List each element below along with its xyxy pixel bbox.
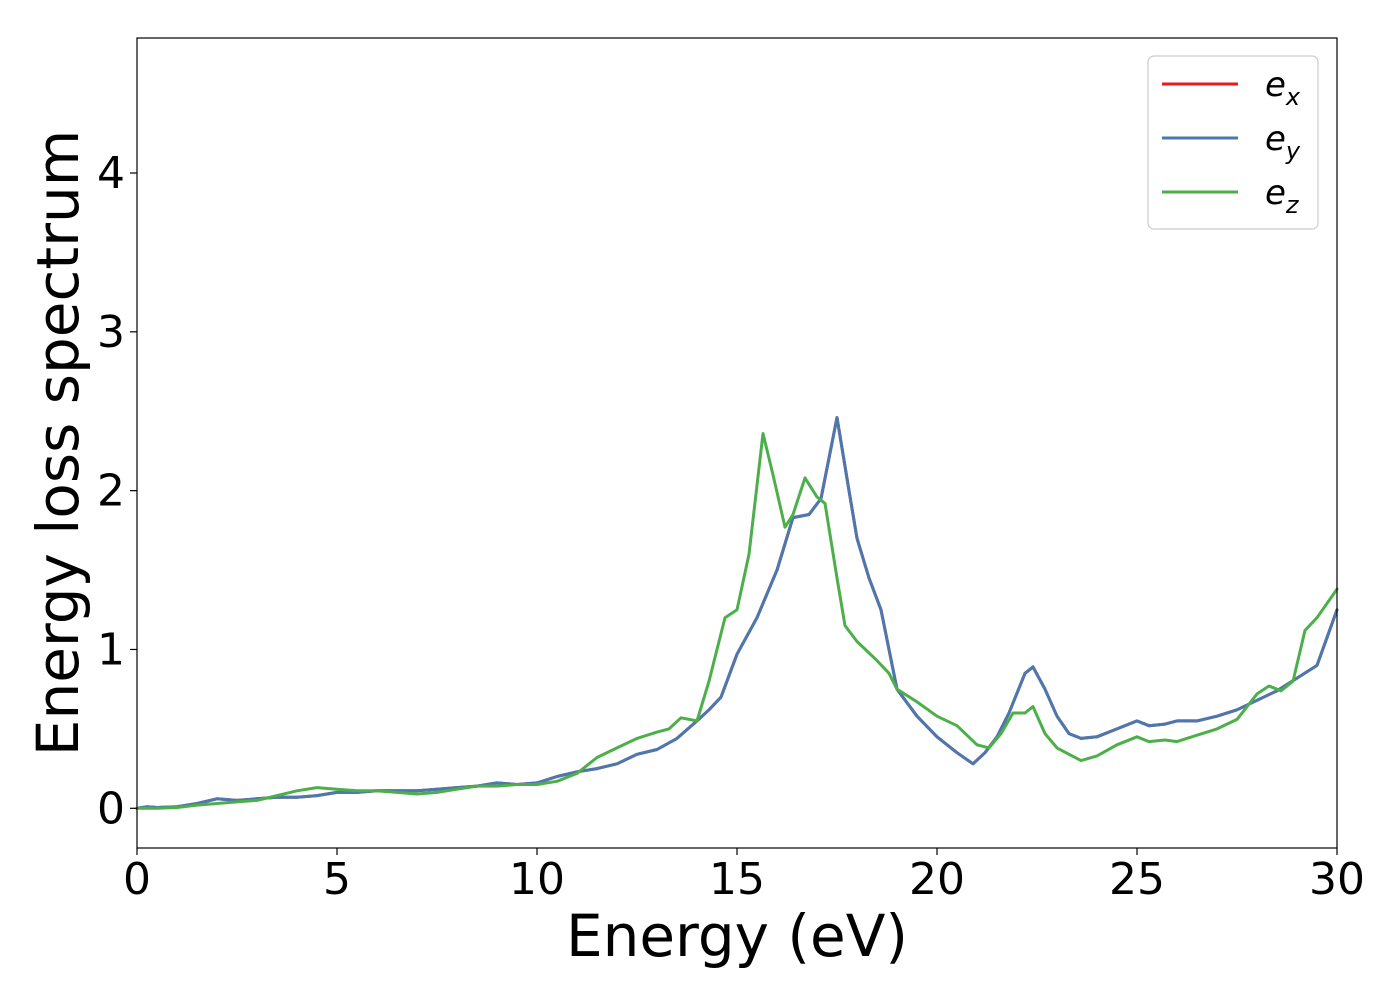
series-line-e-z	[135, 432, 1339, 810]
x-tick-label: 20	[909, 854, 965, 905]
series-line-e-y	[135, 416, 1339, 810]
y-tick-label: 2	[97, 466, 125, 517]
y-tick-label: 4	[97, 148, 125, 199]
legend-label-e-z: ez	[1265, 173, 1300, 219]
x-tick-label: 15	[709, 854, 765, 905]
legend-label-subscript: y	[1285, 137, 1301, 165]
legend-label-main: e	[1265, 65, 1286, 105]
x-tick-label: 0	[123, 854, 151, 905]
y-tick-label: 3	[97, 307, 125, 358]
legend-box	[1147, 55, 1319, 230]
plot-lines	[135, 416, 1339, 810]
legend-label-main: e	[1265, 119, 1286, 159]
y-tick-label: 0	[97, 783, 125, 834]
legend-label-e-y: ey	[1265, 119, 1301, 165]
legend-label-subscript: x	[1285, 83, 1301, 111]
y-axis-title: Energy loss spectrum	[24, 130, 92, 756]
legend-label-main: e	[1265, 173, 1286, 213]
x-axis-title: Energy (eV)	[566, 902, 908, 970]
legend-label-e-x: ex	[1265, 65, 1301, 111]
x-tick-label: 5	[323, 854, 351, 905]
x-axis-ticks: 0 5 10 15 20 25 30	[123, 848, 1365, 905]
y-axis-ticks: 0 1 2 3 4	[97, 148, 137, 834]
legend-label-subscript: z	[1285, 191, 1300, 219]
y-tick-label: 1	[97, 624, 125, 675]
x-tick-label: 25	[1109, 854, 1165, 905]
x-tick-label: 10	[509, 854, 565, 905]
x-tick-label: 30	[1309, 854, 1365, 905]
